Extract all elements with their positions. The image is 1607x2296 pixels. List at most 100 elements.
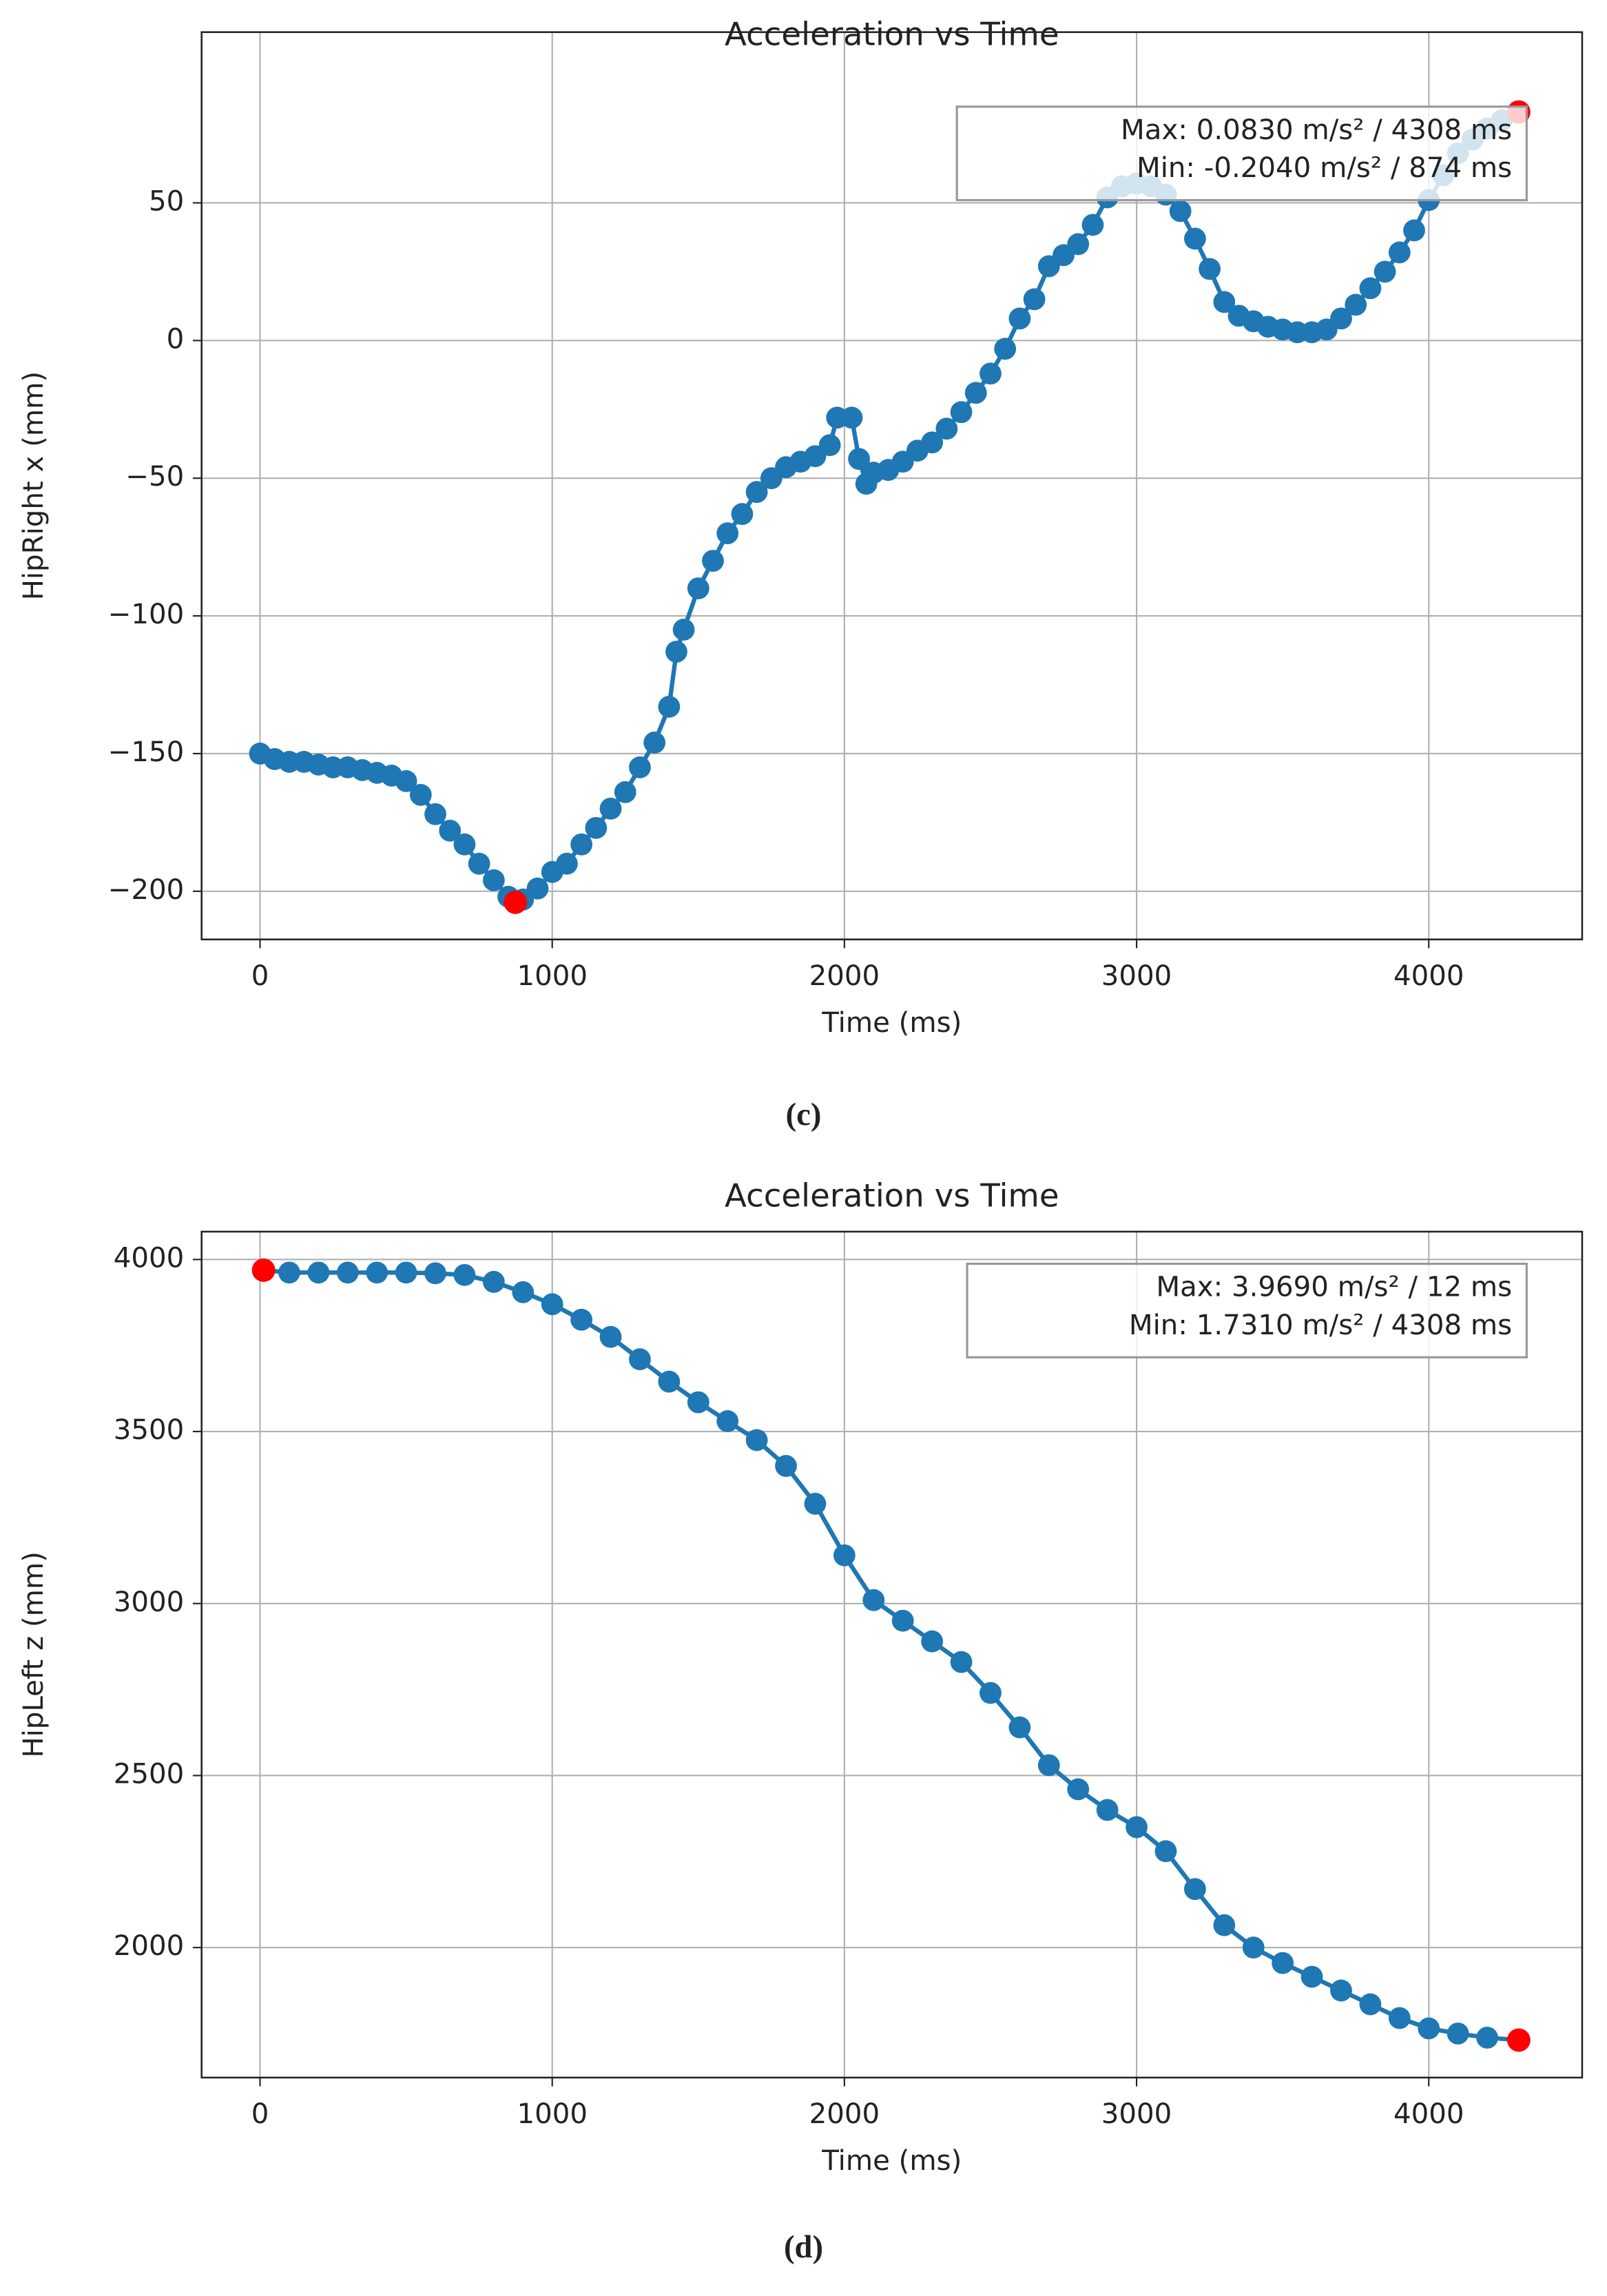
chart-title: Acceleration vs Time bbox=[725, 17, 1059, 54]
data-point bbox=[1169, 200, 1192, 223]
data-point bbox=[629, 756, 651, 778]
data-point bbox=[599, 1325, 622, 1348]
annotation-text: Min: -0.2040 m/s² / 874 ms bbox=[1137, 152, 1512, 184]
data-point bbox=[716, 1410, 739, 1432]
data-point bbox=[1330, 307, 1352, 330]
data-point bbox=[453, 1263, 476, 1286]
y-tick-label: −50 bbox=[125, 460, 184, 493]
data-point bbox=[570, 833, 593, 856]
data-point bbox=[643, 732, 666, 754]
data-point bbox=[658, 696, 681, 718]
data-point bbox=[921, 431, 944, 454]
annotation-box bbox=[966, 1262, 1528, 1358]
data-point bbox=[687, 1391, 709, 1414]
y-tick-label: 2000 bbox=[114, 1930, 185, 1962]
data-point bbox=[1447, 2023, 1469, 2045]
y-tick-label: 4000 bbox=[114, 1241, 185, 1274]
data-point bbox=[1388, 241, 1411, 264]
data-line bbox=[259, 110, 1520, 905]
x-tick-label: 1000 bbox=[517, 960, 588, 992]
data-point bbox=[1183, 227, 1206, 250]
data-point bbox=[1199, 258, 1221, 280]
data-point bbox=[1476, 2027, 1498, 2049]
x-tick-label: 0 bbox=[251, 2098, 269, 2130]
data-point bbox=[526, 877, 549, 900]
data-point bbox=[994, 338, 1017, 360]
data-point bbox=[1067, 233, 1090, 256]
data-point bbox=[775, 1455, 797, 1477]
data-point bbox=[1300, 1965, 1323, 1988]
y-tick-label: −100 bbox=[108, 598, 185, 630]
data-point bbox=[979, 362, 1002, 385]
plot-frame bbox=[200, 1230, 1584, 2079]
data-point bbox=[453, 833, 476, 856]
data-point bbox=[1403, 219, 1425, 242]
extreme-point bbox=[504, 890, 528, 914]
chart-title: Acceleration vs Time bbox=[725, 1178, 1059, 1215]
y-tick-label: 3000 bbox=[114, 1586, 185, 1618]
data-point bbox=[1330, 1979, 1352, 2002]
data-point bbox=[307, 1261, 330, 1284]
data-point bbox=[439, 819, 462, 842]
data-point bbox=[1081, 214, 1104, 236]
data-point bbox=[862, 1589, 885, 1611]
x-tick-label: 4000 bbox=[1393, 960, 1464, 992]
data-point bbox=[1126, 1816, 1148, 1839]
data-point bbox=[1359, 1993, 1382, 2016]
data-point bbox=[424, 1262, 446, 1285]
data-point bbox=[1418, 2017, 1440, 2040]
data-point bbox=[1008, 307, 1031, 330]
data-point bbox=[702, 550, 724, 572]
y-tick-label: 0 bbox=[167, 322, 185, 355]
caption: (c) bbox=[786, 1097, 822, 1133]
data-point bbox=[950, 401, 973, 424]
data-point bbox=[840, 406, 863, 429]
x-axis-label: Time (ms) bbox=[821, 1006, 962, 1039]
data-point bbox=[395, 1261, 417, 1284]
x-tick-label: 2000 bbox=[809, 2098, 880, 2130]
data-point bbox=[468, 852, 490, 875]
y-tick-label: 3500 bbox=[114, 1414, 185, 1446]
x-tick-label: 1000 bbox=[517, 2098, 588, 2130]
data-line bbox=[263, 1268, 1520, 2042]
x-axis-label: Time (ms) bbox=[821, 2144, 962, 2177]
data-point bbox=[950, 1651, 973, 1673]
data-point bbox=[658, 1370, 681, 1393]
data-point bbox=[935, 417, 958, 440]
data-point bbox=[614, 780, 636, 803]
y-tick-label: −150 bbox=[108, 736, 185, 768]
x-tick-label: 4000 bbox=[1393, 2098, 1464, 2130]
data-point bbox=[964, 382, 987, 404]
data-point bbox=[1373, 260, 1396, 283]
caption: (d) bbox=[784, 2229, 823, 2265]
x-tick-label: 3000 bbox=[1101, 960, 1172, 992]
data-point bbox=[1067, 1778, 1090, 1801]
data-point bbox=[395, 769, 417, 792]
data-point bbox=[804, 1493, 827, 1515]
data-point bbox=[278, 1261, 300, 1284]
data-point bbox=[482, 869, 505, 891]
data-point bbox=[818, 434, 841, 457]
data-point bbox=[716, 522, 739, 545]
data-point bbox=[541, 1293, 563, 1316]
data-point bbox=[848, 448, 871, 470]
data-point bbox=[336, 1261, 359, 1284]
y-axis-label: HipRight x (mm) bbox=[17, 371, 50, 600]
data-point bbox=[1272, 1952, 1294, 1974]
data-point bbox=[1183, 1878, 1206, 1901]
x-tick-label: 0 bbox=[251, 960, 269, 992]
y-tick-label: 50 bbox=[149, 185, 184, 217]
data-point bbox=[687, 577, 709, 600]
data-point bbox=[1037, 1754, 1060, 1777]
annotation-box bbox=[955, 105, 1528, 202]
data-point bbox=[891, 1609, 914, 1632]
data-point bbox=[424, 803, 446, 825]
x-tick-label: 2000 bbox=[809, 960, 880, 992]
data-point bbox=[979, 1682, 1002, 1704]
data-point bbox=[556, 852, 578, 875]
data-point bbox=[1154, 1840, 1177, 1863]
data-point bbox=[570, 1308, 593, 1331]
data-point bbox=[745, 1429, 768, 1451]
data-point bbox=[1345, 293, 1367, 316]
